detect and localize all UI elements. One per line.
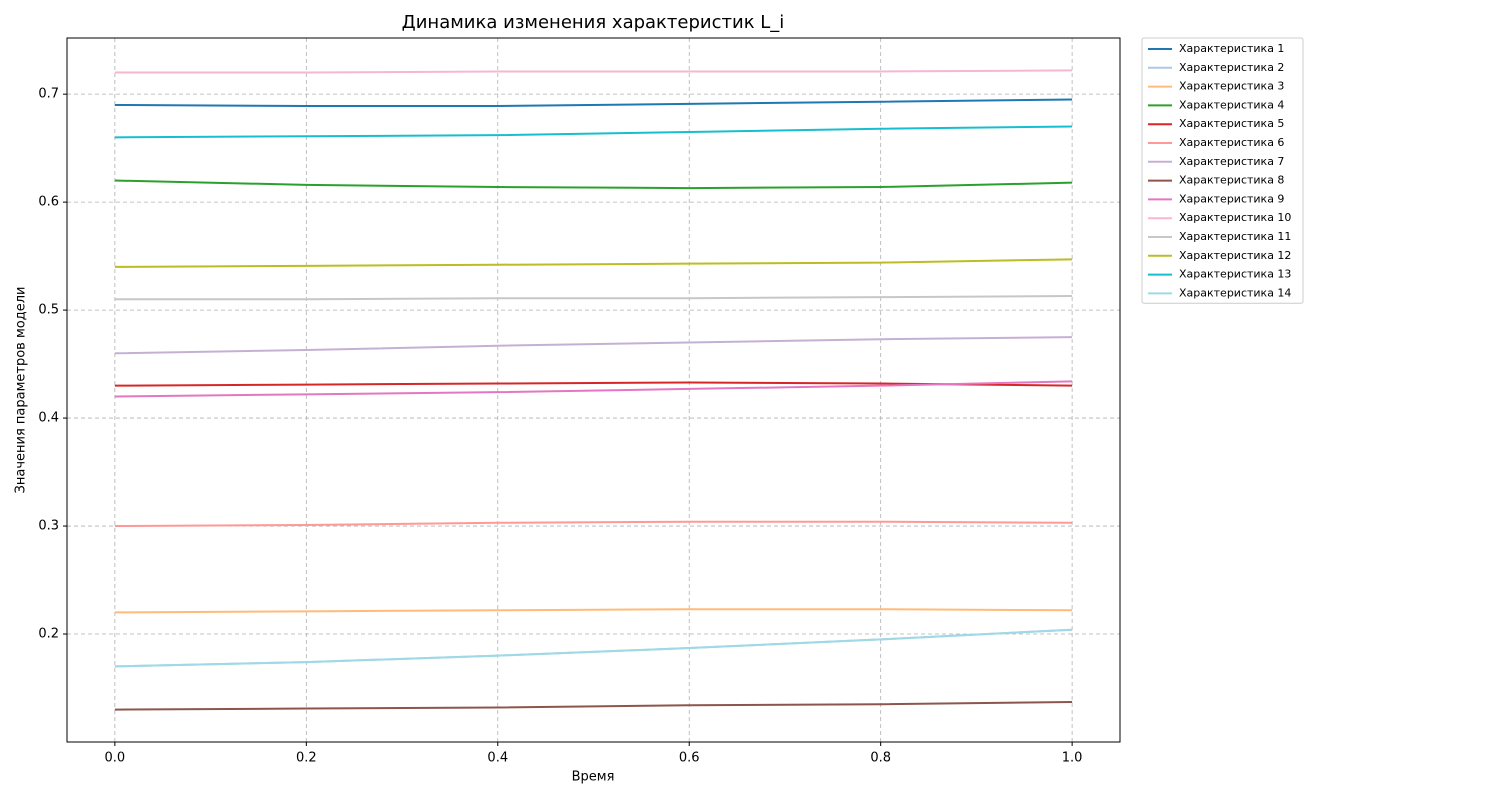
y-tick-label: 0.3 (38, 519, 59, 534)
x-tick-label: 0.0 (105, 751, 126, 766)
line-series (114, 628, 1073, 668)
legend-label: Характеристика 2 (1179, 61, 1284, 74)
line-series (114, 381, 1073, 387)
line-series (114, 520, 1073, 528)
legend-label: Характеристика 10 (1179, 211, 1291, 224)
line-series (114, 179, 1073, 190)
chart-title: Динамика изменения характеристик L_i (402, 12, 785, 33)
y-axis-label: Значения параметров модели (14, 287, 29, 494)
legend-label: Характеристика 11 (1179, 230, 1291, 243)
legend-label: Характеристика 5 (1179, 117, 1284, 130)
legend-label: Характеристика 8 (1179, 174, 1284, 187)
y-tick-label: 0.7 (38, 87, 59, 102)
x-axis-label: Время (572, 770, 615, 785)
legend-label: Характеристика 4 (1179, 98, 1284, 111)
legend-label: Характеристика 3 (1179, 80, 1284, 93)
legend-label: Характеристика 7 (1179, 155, 1284, 168)
legend-label: Характеристика 14 (1179, 286, 1291, 299)
x-tick-label: 0.8 (870, 751, 891, 766)
line-series (114, 258, 1073, 268)
legend-label: Характеристика 13 (1179, 268, 1291, 281)
legend-label: Характеристика 9 (1179, 192, 1284, 205)
legend-label: Характеристика 1 (1179, 42, 1284, 55)
y-tick-label: 0.6 (38, 195, 59, 210)
legend-label: Характеристика 12 (1179, 249, 1291, 262)
x-tick-label: 0.4 (487, 751, 508, 766)
line-series (114, 69, 1073, 74)
line-series (114, 380, 1073, 398)
line-series (114, 701, 1073, 711)
legend-label: Характеристика 6 (1179, 136, 1284, 149)
line-series (114, 336, 1073, 355)
y-tick-label: 0.4 (38, 411, 59, 426)
x-tick-label: 0.2 (296, 751, 317, 766)
x-tick-label: 0.6 (679, 751, 700, 766)
y-tick-label: 0.5 (38, 303, 59, 318)
line-series (114, 295, 1073, 301)
y-tick-label: 0.2 (38, 627, 59, 642)
line-series (114, 608, 1073, 614)
legend-box (1141, 37, 1304, 304)
line-series (114, 125, 1073, 139)
line-series (114, 628, 1073, 668)
plot-frame (66, 37, 1121, 743)
x-tick-label: 1.0 (1062, 751, 1083, 766)
line-series (114, 98, 1073, 108)
